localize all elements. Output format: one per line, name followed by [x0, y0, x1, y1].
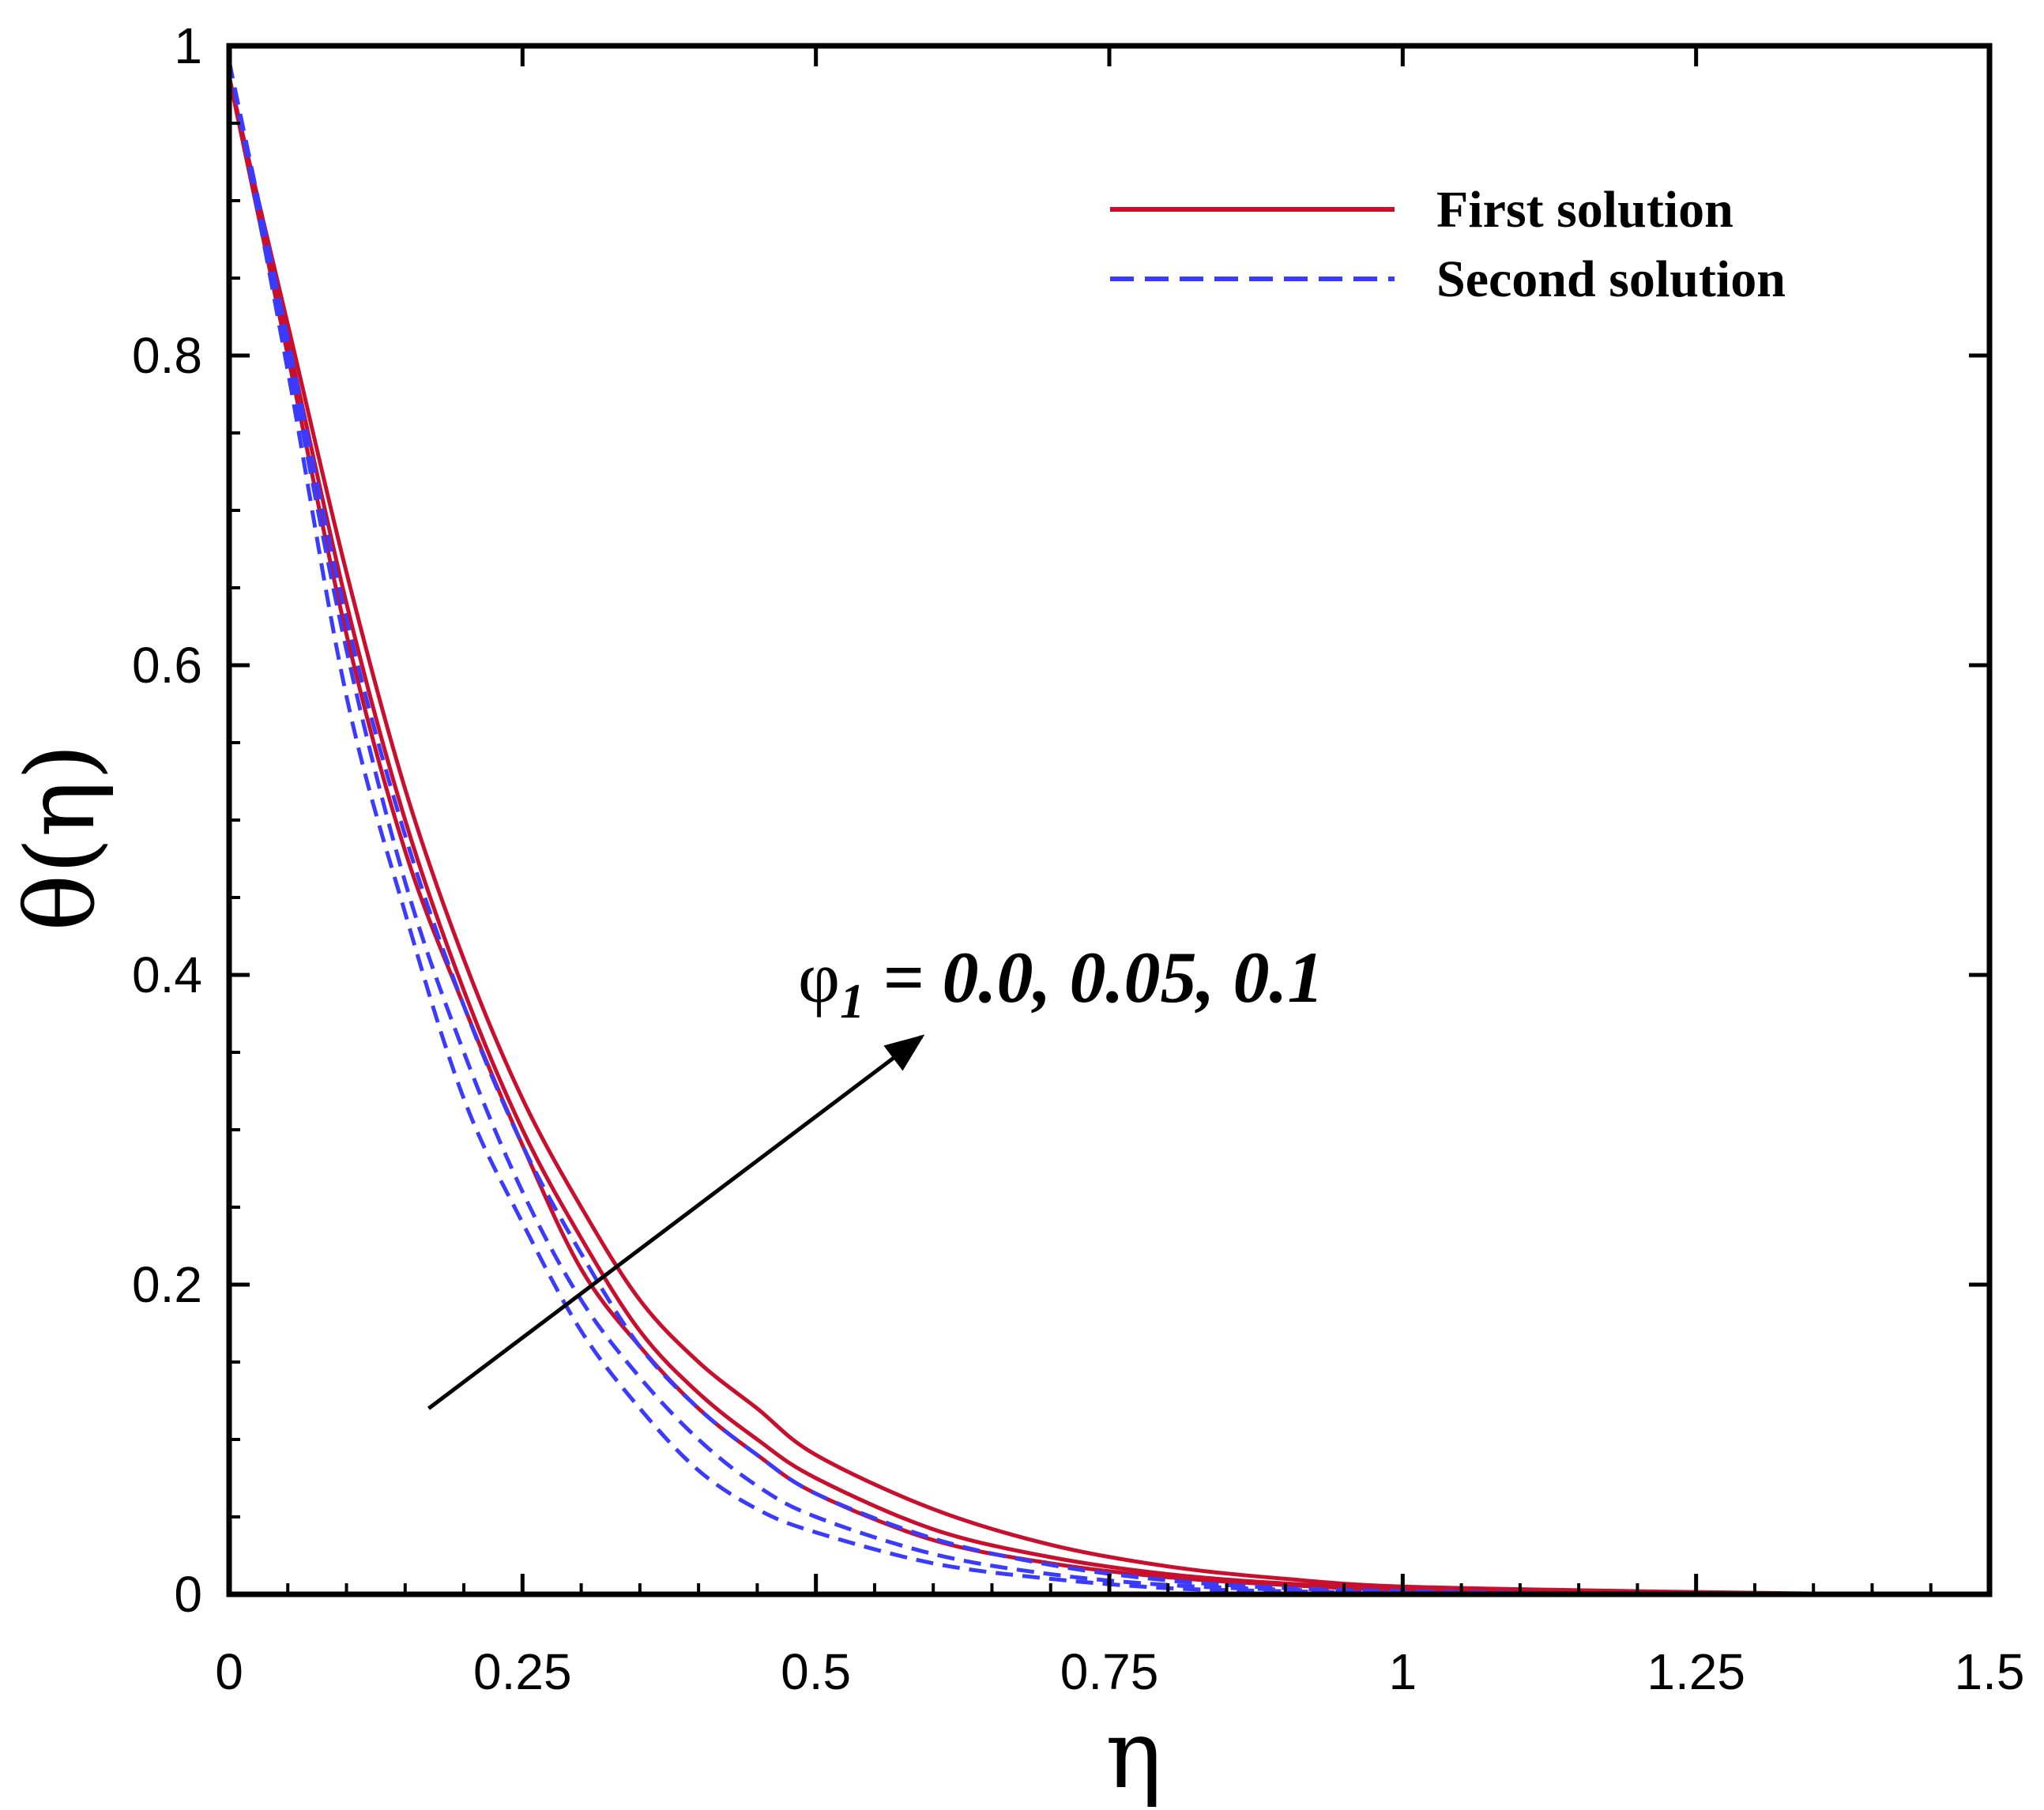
x-tick-label: 1.5 [1955, 1643, 2025, 1700]
annotation-layer: φ1 = 0.0, 0.05, 0.1 [427, 937, 1324, 1410]
annotation-values: = 0.0, 0.05, 0.1 [864, 937, 1323, 1018]
x-axis-title: η [1105, 1700, 1162, 1810]
x-tick-label: 0.5 [781, 1643, 851, 1700]
legend-label-2: Second solution [1436, 250, 1786, 308]
y-tick-label: 0.2 [132, 1256, 202, 1313]
x-tick-label: 0.25 [473, 1643, 572, 1700]
y-axis-title: θ(η) [6, 743, 116, 931]
series-line-2 [227, 76, 1873, 1597]
y-tick-label: 0.4 [132, 946, 202, 1003]
y-tick-label: 0 [174, 1566, 202, 1623]
y-tick-label: 0.8 [132, 327, 202, 384]
y-tick-label: 1 [174, 17, 202, 74]
series-line-3 [227, 76, 1873, 1597]
legend-layer: First solution Second solution [1110, 181, 1786, 308]
series-line-6 [227, 61, 1990, 1597]
annotation-subscript: 1 [840, 975, 864, 1029]
x-tick-label: 1.25 [1647, 1643, 1745, 1700]
y-tick-label: 0.6 [132, 637, 202, 694]
legend-label-1: First solution [1436, 181, 1733, 239]
ticks-layer: 0 0.25 0.5 0.75 1 1.25 1.5 0 0.2 0.4 0.6 0.8 1 [132, 17, 2024, 1700]
x-tick-label: 0 [215, 1643, 243, 1700]
annotation-symbol: φ [798, 937, 840, 1018]
series-layer [227, 61, 1990, 1597]
annotation-label: φ1 = 0.0, 0.05, 0.1 [798, 937, 1324, 1029]
x-tick-label: 1 [1389, 1643, 1417, 1700]
x-tick-label: 0.75 [1060, 1643, 1159, 1700]
annotation-arrow [427, 1034, 925, 1410]
